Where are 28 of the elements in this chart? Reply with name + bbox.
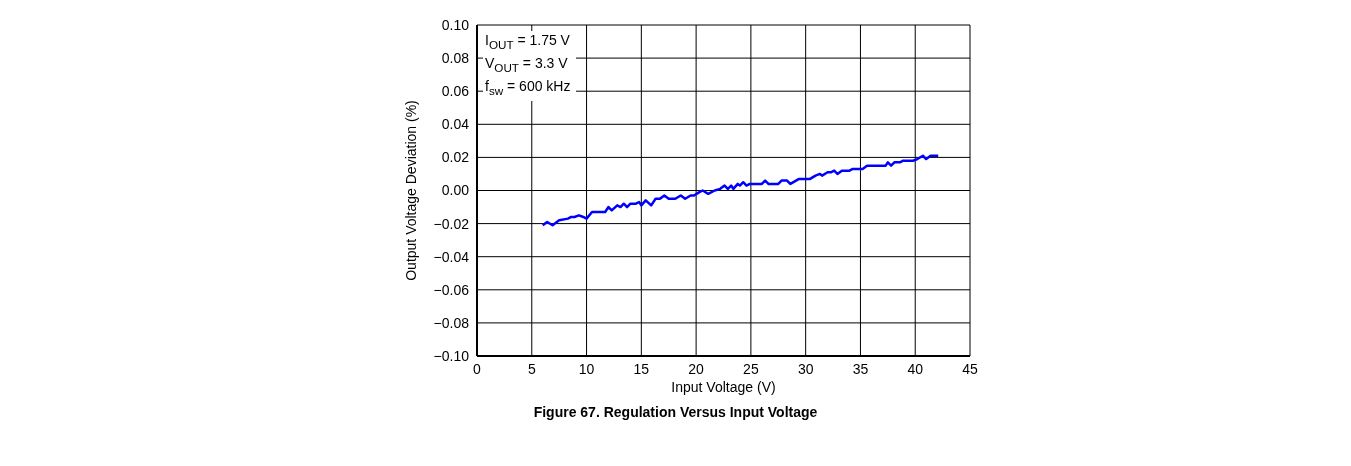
annotation: f$_{sw}$ = 600 kHz bbox=[485, 76, 571, 99]
annotation: I$_{OUT}$ = 1.75 V bbox=[485, 31, 571, 53]
annotation: V$_{OUT}$ = 3.3 V bbox=[485, 53, 569, 76]
x-tick-label: 45 bbox=[962, 360, 978, 377]
y-tick-label: 0.08 bbox=[441, 50, 470, 67]
x-tick-label: 20 bbox=[688, 360, 705, 377]
y-tick-label: 0.02 bbox=[441, 149, 470, 166]
y-tick-label: −0.08 bbox=[433, 314, 470, 331]
x-tick-label: 10 bbox=[578, 360, 595, 377]
y-tick-label: −0.10 bbox=[433, 347, 470, 364]
y-tick-label: 0.04 bbox=[441, 116, 470, 133]
y-tick-label: −0.02 bbox=[433, 215, 470, 232]
y-tick-label: 0.06 bbox=[441, 83, 470, 100]
text: Figure 67. Regulation Versus Input Voltage bbox=[532, 404, 819, 420]
y-axis-title: Output Voltage Deviation (%) bbox=[402, 100, 419, 281]
x-tick-label: 25 bbox=[743, 360, 759, 377]
y-tick-label: −0.06 bbox=[433, 281, 470, 298]
x-tick-label: 0 bbox=[473, 360, 482, 377]
x-tick-label: 5 bbox=[527, 360, 536, 377]
x-tick-label: 40 bbox=[907, 360, 924, 377]
y-tick-label: 0.10 bbox=[441, 16, 470, 33]
line-series bbox=[541, 154, 940, 227]
x-tick-label: 30 bbox=[797, 360, 814, 377]
x-axis-title: Input Voltage (V) bbox=[671, 379, 776, 395]
y-tick-label: 0.00 bbox=[441, 182, 470, 199]
x-tick-label: 35 bbox=[852, 360, 869, 377]
x-tick-label: 15 bbox=[633, 360, 650, 377]
y-tick-label: −0.04 bbox=[433, 248, 470, 265]
